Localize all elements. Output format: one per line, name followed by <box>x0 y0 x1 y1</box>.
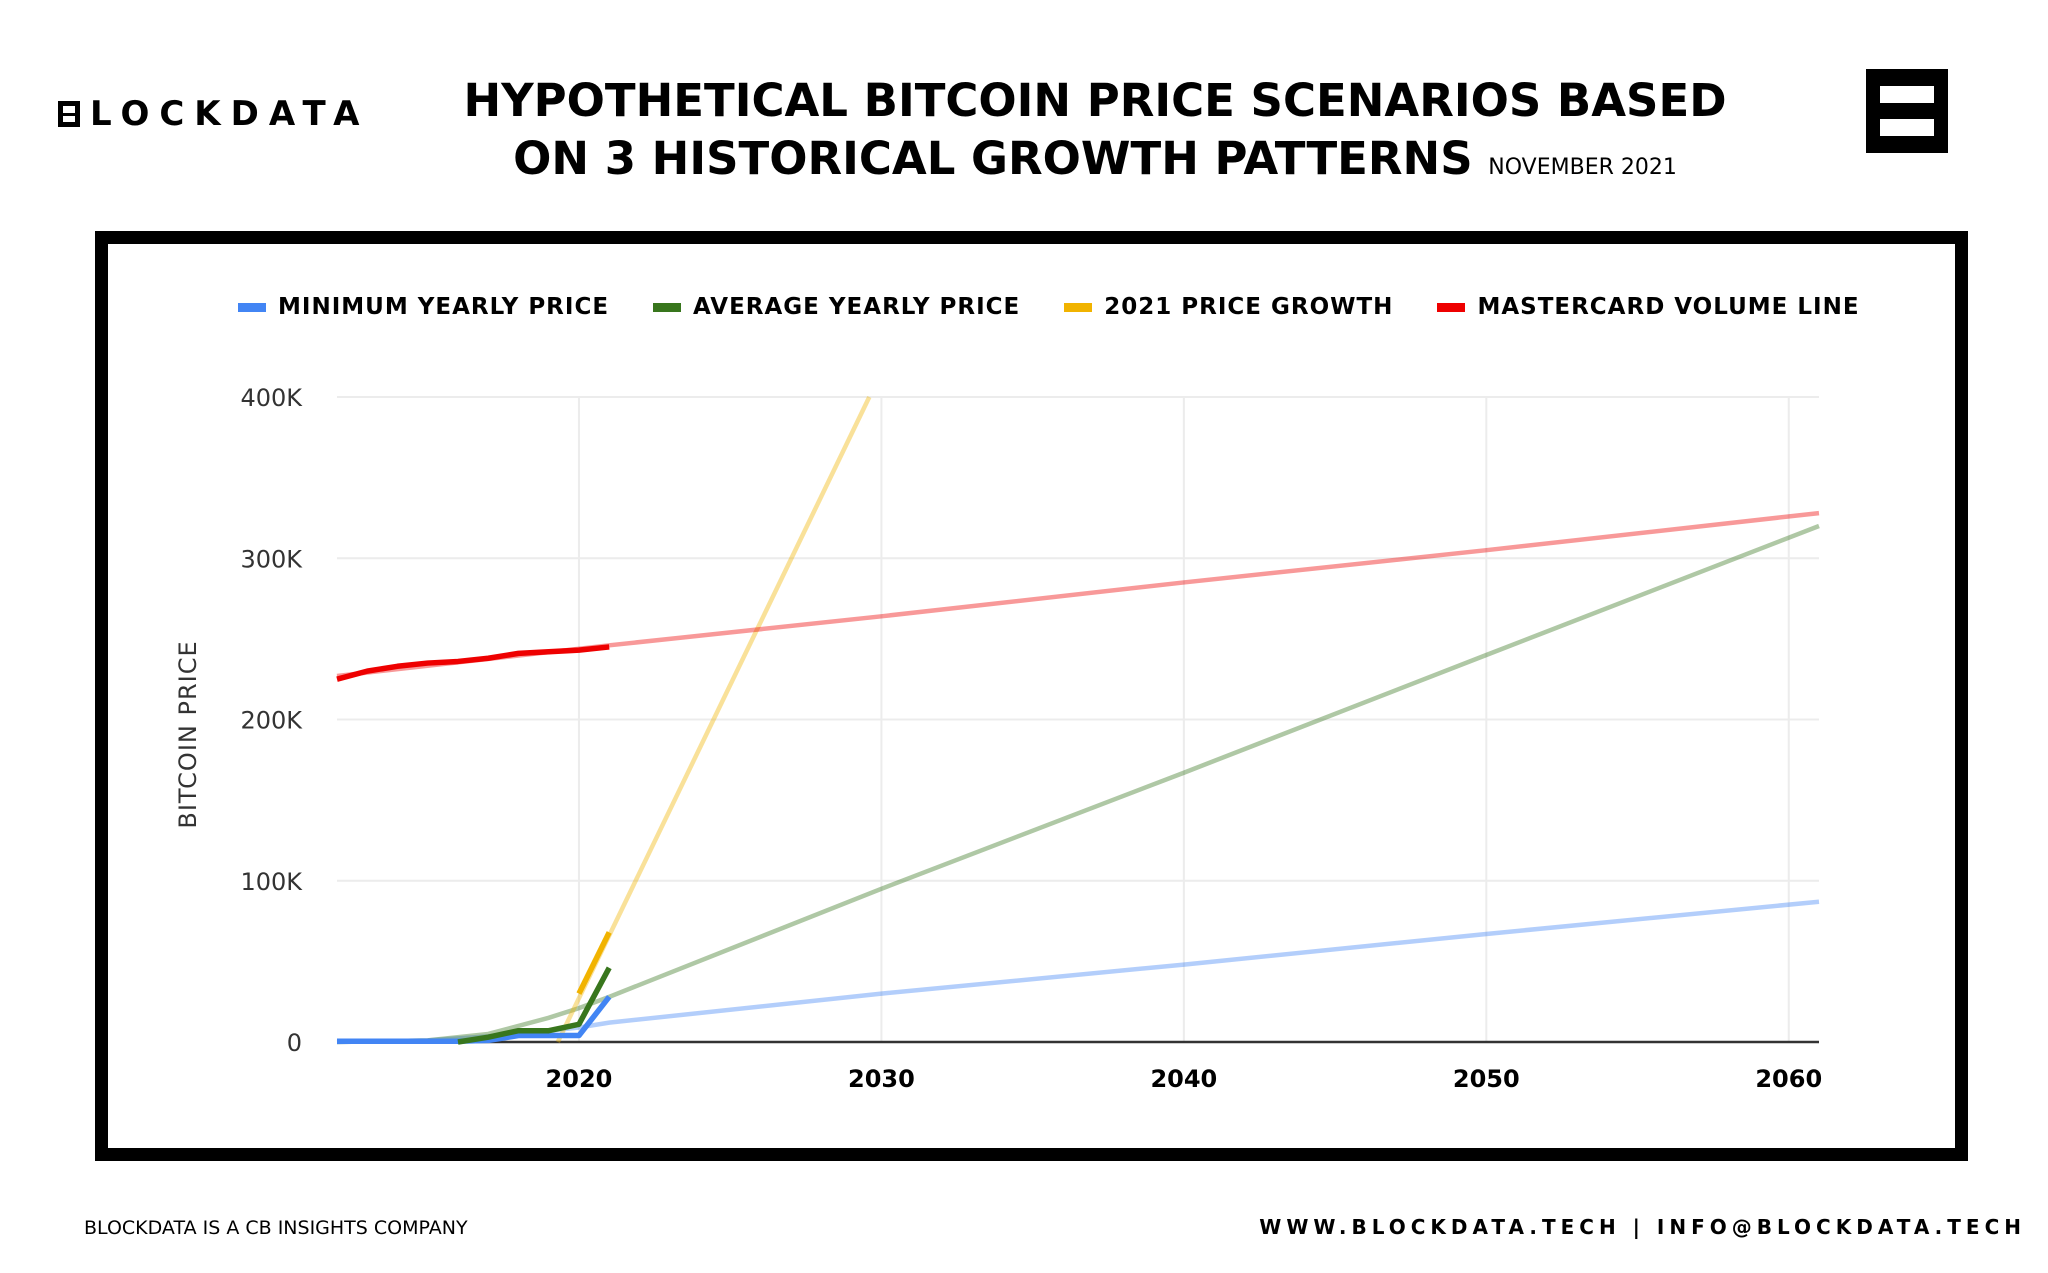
legend-item: AVERAGE YEARLY PRICE <box>653 294 1020 320</box>
series-projection-line <box>336 523 1820 1045</box>
date-label: NOVEMBER 2021 <box>1488 155 1677 180</box>
y-tick-label: 400K <box>240 384 303 412</box>
title-line-1: HYPOTHETICAL BITCOIN PRICE SCENARIOS BAS… <box>463 74 1727 127</box>
footer-contact: WWW.BLOCKDATA.TECH | INFO@BLOCKDATA.TECH <box>1259 1215 2026 1239</box>
x-tick-label: 2040 <box>1150 1065 1217 1093</box>
brand-mark-icon <box>1866 69 1948 153</box>
series-projection-line <box>336 899 1820 1045</box>
blockdata-logo: LOCKDATA <box>58 94 369 134</box>
y-tick-label: 200K <box>240 707 303 735</box>
y-axis-label: BITCOIN PRICE <box>174 640 202 828</box>
legend-item: MINIMUM YEARLY PRICE <box>238 294 609 320</box>
legend-label: MASTERCARD VOLUME LINE <box>1477 294 1860 320</box>
series-actual-line <box>576 931 612 995</box>
legend-item: MASTERCARD VOLUME LINE <box>1437 294 1859 320</box>
page-title: HYPOTHETICAL BITCOIN PRICE SCENARIOS BAS… <box>430 72 1760 197</box>
title-line-2: ON 3 HISTORICAL GROWTH PATTERNS <box>513 132 1473 185</box>
legend-swatch <box>238 302 266 312</box>
x-tick-label: 2050 <box>1453 1065 1520 1093</box>
legend-label: MINIMUM YEARLY PRICE <box>278 294 610 320</box>
legend-swatch <box>1437 302 1466 312</box>
legend-swatch <box>653 302 682 312</box>
logo-b-mark-icon <box>58 101 80 127</box>
legend-label: 2021 PRICE GROWTH <box>1104 294 1394 320</box>
x-tick-label: 2030 <box>848 1065 915 1093</box>
chart-frame <box>95 231 1968 1161</box>
legend-label: AVERAGE YEARLY PRICE <box>693 294 1021 320</box>
legend-item: 2021 PRICE GROWTH <box>1064 294 1393 320</box>
logo-text: LOCKDATA <box>90 94 370 134</box>
x-tick-label: 2020 <box>546 1065 613 1093</box>
y-tick-label: 300K <box>240 545 303 573</box>
series-actual-line <box>336 644 610 682</box>
footer-company-note: BLOCKDATA IS A CB INSIGHTS COMPANY <box>84 1217 468 1239</box>
x-tick-label: 2060 <box>1755 1065 1822 1093</box>
chart-legend: MINIMUM YEARLY PRICE AVERAGE YEARLY PRICE… <box>238 294 1860 320</box>
y-tick-label: 0 <box>287 1029 302 1057</box>
series-actual-line <box>457 966 612 1045</box>
legend-swatch <box>1064 302 1093 312</box>
y-tick-label: 100K <box>240 868 303 896</box>
